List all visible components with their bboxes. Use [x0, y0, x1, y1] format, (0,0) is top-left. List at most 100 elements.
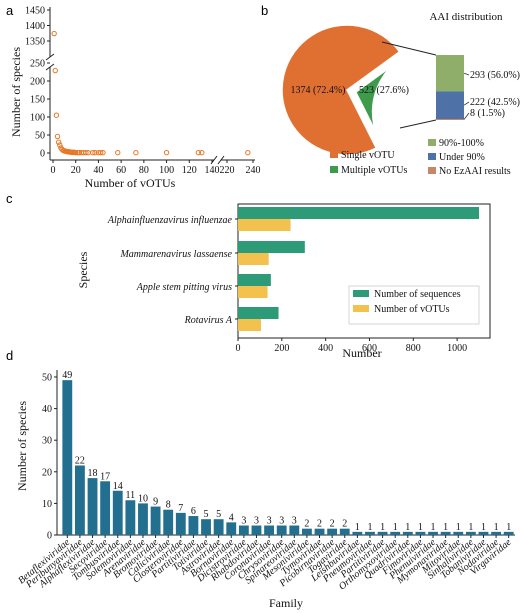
- a-point: [55, 139, 62, 145]
- legend-label: Multiple vOTUs: [341, 165, 407, 176]
- a-x-break-mark: [217, 155, 225, 165]
- d-ytick-label: 20: [42, 467, 52, 478]
- legend-label: 90%-100%: [439, 138, 484, 149]
- a-ytick-label: 1350: [25, 37, 45, 48]
- a-point: [100, 149, 106, 156]
- d-value-label: 1: [367, 522, 372, 533]
- d-value-label: 14: [113, 481, 123, 492]
- d-value-label: 49: [62, 370, 72, 381]
- legend-label: No EzAAI results: [439, 166, 511, 177]
- a-ytick-label: 250: [30, 59, 45, 70]
- d-value-label: 7: [178, 503, 183, 514]
- d-value-label: 6: [191, 506, 196, 517]
- a-xtick-label: 220: [220, 165, 235, 176]
- a-xtick-label: 20: [71, 165, 81, 176]
- d-bar: [339, 528, 350, 535]
- d-value-label: 2: [342, 519, 347, 530]
- a-ytick-label: 100: [30, 113, 45, 124]
- pie-slice-multiple-vOTUs: [354, 53, 409, 151]
- d-value-label: 3: [241, 516, 246, 527]
- d-bar: [289, 525, 300, 535]
- aai-leader: [463, 101, 470, 106]
- panel-letter-c: c: [6, 191, 13, 206]
- a-point: [92, 149, 98, 156]
- c-category-label: Apple stem pitting virus: [136, 282, 232, 293]
- c-xtick-label: 600: [362, 343, 377, 354]
- a-point: [83, 149, 89, 156]
- d-bar: [402, 531, 413, 535]
- pie-label-multiple: 523 (27.6%): [359, 85, 409, 96]
- pie-label-single: 1374 (72.4%): [291, 85, 346, 96]
- a-ytick-label: 1450: [25, 6, 45, 17]
- c-legend-box: [348, 285, 480, 325]
- d-value-label: 18: [88, 468, 98, 479]
- a-point: [199, 149, 205, 156]
- c-xtick-label: 0: [236, 343, 241, 354]
- d-ylabel: Number of species: [15, 401, 29, 491]
- d-bar: [465, 531, 476, 535]
- c-legend-label: Number of sequences: [374, 289, 461, 300]
- aai-connector: [381, 41, 437, 56]
- c-bar: [238, 219, 291, 231]
- d-ytick-label: 50: [42, 373, 52, 384]
- aai-segment-label: 8 (1.5%): [470, 108, 505, 119]
- d-bar: [264, 525, 275, 535]
- c-category-label: Rotavirus A: [184, 315, 233, 326]
- d-ytick-label: 30: [42, 436, 52, 447]
- d-value-label: 17: [100, 471, 110, 482]
- a-point: [53, 112, 60, 118]
- a-xlabel: Number of vOTUs: [85, 176, 176, 190]
- d-bar: [327, 528, 338, 535]
- d-value-label: 22: [75, 455, 85, 466]
- d-value-label: 1: [355, 522, 360, 533]
- aai-segment-label: 222 (42.5%): [470, 97, 520, 108]
- d-ytick-label: 10: [42, 499, 52, 510]
- d-bar: [238, 525, 249, 535]
- c-ylabel: Species: [76, 251, 90, 288]
- d-bar: [100, 481, 111, 535]
- c-category-label: Mammarenavirus lassaense: [119, 249, 232, 260]
- d-value-label: 1: [393, 522, 398, 533]
- c-legend-swatch: [353, 290, 369, 297]
- a-xtick-label: 80: [139, 165, 149, 176]
- panel-letter-d: d: [6, 348, 13, 363]
- a-point: [52, 67, 58, 74]
- c-xlabel: Number: [342, 346, 381, 360]
- aai-connector: [399, 119, 437, 129]
- d-bar: [188, 516, 199, 535]
- a-ytick-label: 200: [30, 77, 45, 88]
- d-bar: [377, 531, 388, 535]
- d-bar: [175, 512, 186, 535]
- c-legend-swatch: [353, 305, 369, 312]
- d-bar: [138, 503, 148, 535]
- d-bar: [163, 509, 174, 535]
- d-bar: [352, 531, 363, 535]
- d-value-label: 1: [506, 522, 511, 533]
- legend-swatch: [428, 167, 436, 174]
- a-point: [115, 149, 121, 156]
- a-ytick-label: 0: [40, 149, 45, 160]
- d-value-label: 2: [317, 519, 322, 530]
- aai-leader: [463, 72, 470, 76]
- d-bar: [301, 528, 312, 535]
- c-bar: [238, 307, 279, 319]
- a-xtick-label: 140: [205, 165, 220, 176]
- d-value-label: 1: [468, 522, 473, 533]
- a-xtick-label: 40: [93, 165, 103, 176]
- d-bar: [112, 490, 123, 535]
- d-value-label: 1: [405, 522, 410, 533]
- d-value-label: 3: [292, 516, 297, 527]
- d-bar: [74, 465, 85, 535]
- panel-c-hbar: Species Number 0 200 400 600 800 1000 Alphainf…: [76, 203, 491, 360]
- panel-b-pie: AAI distribution 1374 (72.4%) 523 (27.6%)…: [281, 11, 520, 177]
- panel-letter-a: a: [6, 3, 14, 18]
- d-ytick-label: 0: [47, 531, 52, 542]
- c-bar: [238, 319, 262, 331]
- panel-letter-b: b: [261, 3, 268, 18]
- aai-segment: [436, 55, 464, 92]
- c-bar: [238, 274, 271, 286]
- a-point: [90, 149, 96, 156]
- c-legend-label: Number of vOTUs: [374, 304, 450, 315]
- c-bar: [238, 241, 305, 253]
